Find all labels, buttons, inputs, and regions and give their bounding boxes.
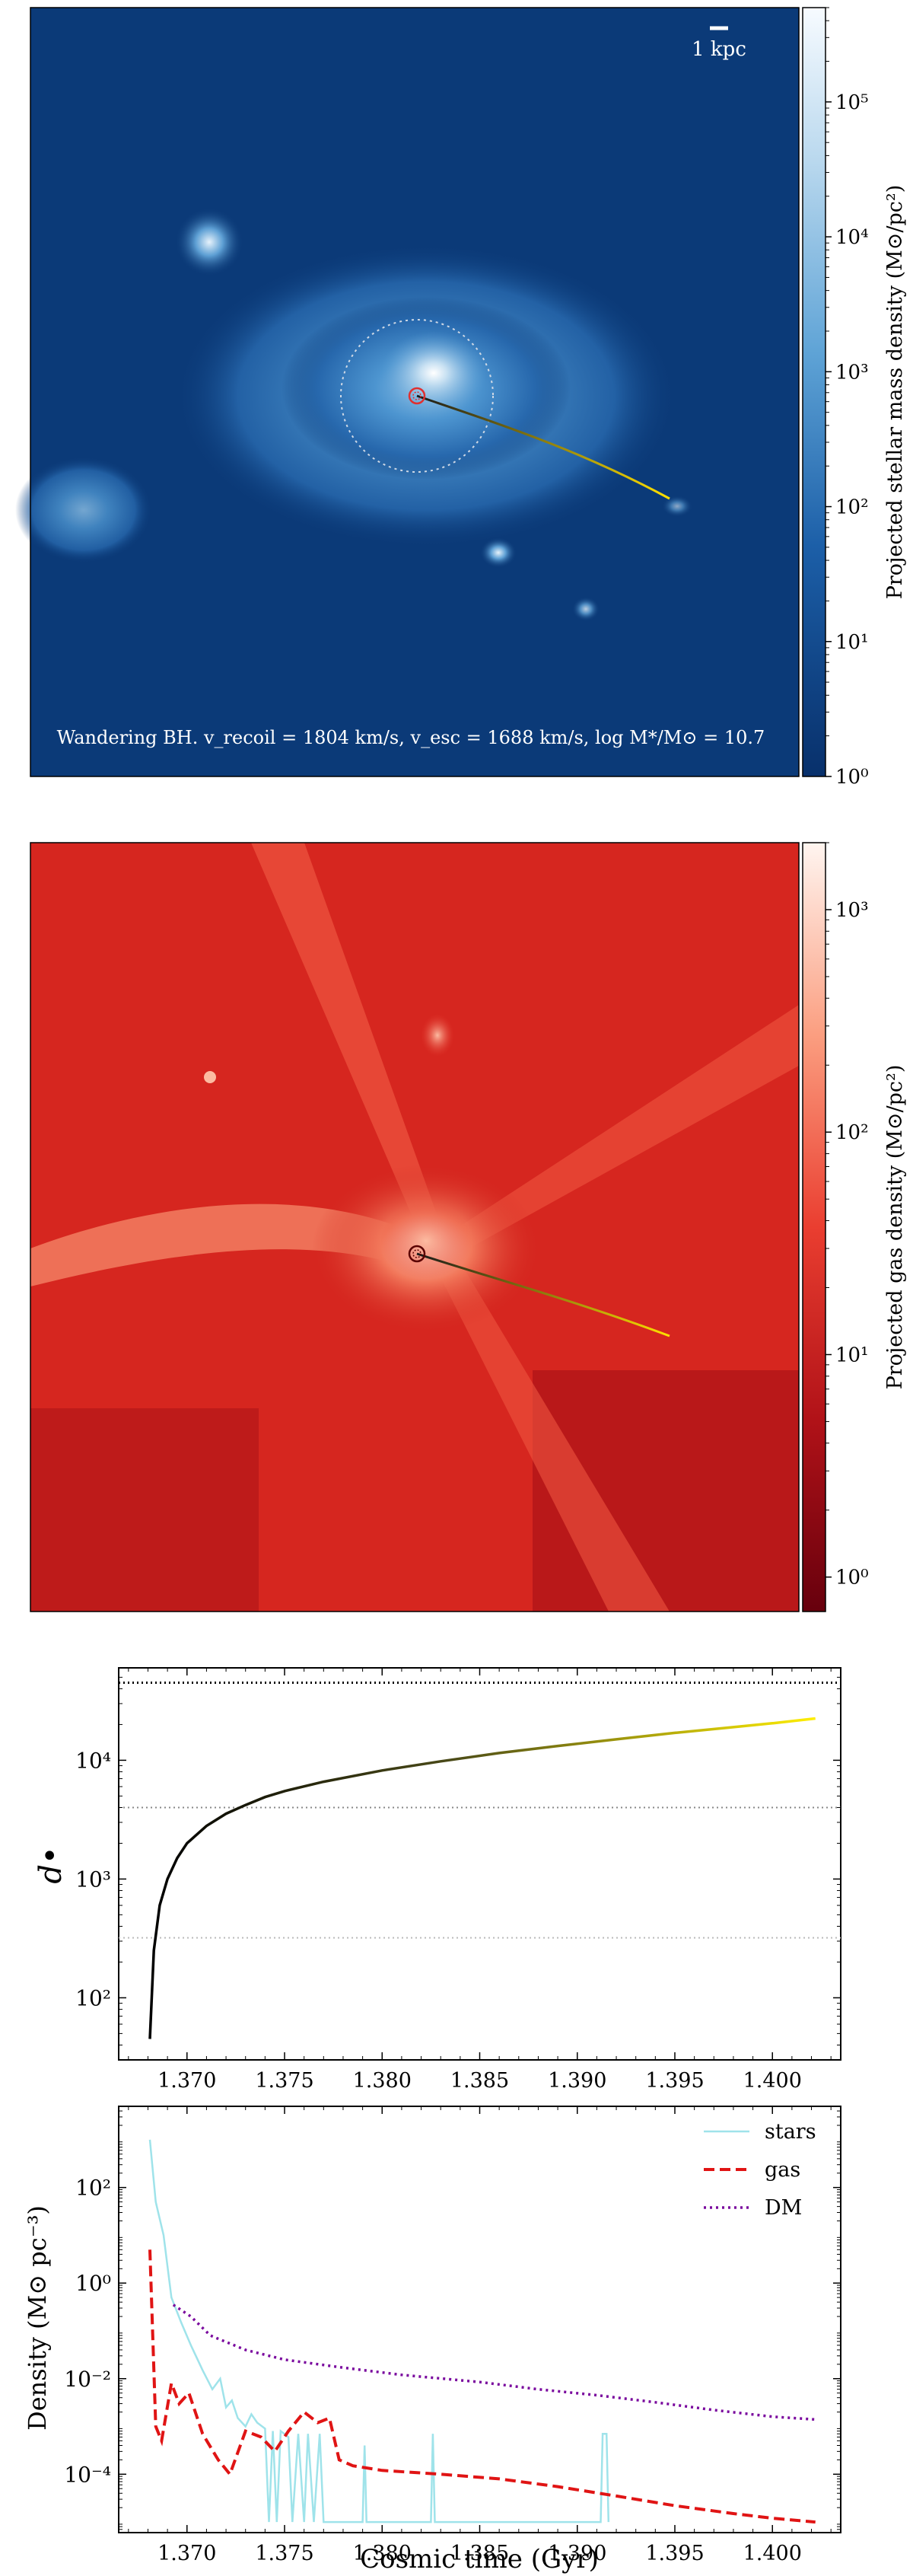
- gas-clump-upper-right: [421, 1014, 454, 1057]
- density-series-dm: [172, 2303, 816, 2421]
- density-x-axis-label: Cosmic time (Gyr): [360, 2544, 599, 2574]
- gas-map-dark-lower-left: [30, 1408, 259, 1612]
- stellar-colorbar-ticks: 10⁰ 10¹ 10² 10³ 10⁴ 10⁵: [826, 7, 869, 789]
- density-plot-frame: [118, 2106, 841, 2533]
- density-series-gas: [148, 2249, 816, 2524]
- stellar-colorbar-tick-label: 10¹: [835, 631, 869, 654]
- density-series-stars: [148, 2139, 610, 2523]
- distance-x-tick-label: 1.380: [353, 2069, 412, 2093]
- density-y-tick-label: 10⁻²: [64, 2367, 111, 2392]
- distance-y-tick-label: 10⁴: [75, 1748, 111, 1773]
- stellar-bh-marker: [408, 387, 426, 405]
- stellar-colorbar-tick-label: 10⁰: [835, 766, 869, 789]
- gas-colorbar-label: Projected gas density (M⊙/pc²): [883, 1065, 907, 1390]
- stellar-satellite-right: [662, 496, 692, 517]
- stellar-bh-trajectory: [416, 394, 670, 500]
- density-x-tick-label: 1.395: [645, 2542, 704, 2565]
- density-y-tick-label: 10⁻⁴: [64, 2462, 111, 2487]
- stellar-map-frame: [30, 7, 800, 777]
- gas-map-background: [30, 843, 799, 1612]
- gas-colorbar-tick-label: 10⁰: [835, 1567, 869, 1589]
- distance-plot-frame: [118, 1667, 841, 2061]
- gas-stream-left: [30, 1204, 396, 1286]
- gas-colorbar-tick-label: 10¹: [835, 1344, 869, 1366]
- stellar-satellite-left: [15, 457, 152, 563]
- stellar-satellite-upper-left: [175, 208, 243, 276]
- distance-x-tick-label: 1.370: [157, 2069, 216, 2093]
- density-x-tick-label: 1.400: [743, 2542, 802, 2565]
- gas-colorbar-tick-label: 10²: [835, 1121, 869, 1144]
- legend-label-dm: DM: [765, 2196, 802, 2220]
- gas-central-core: [380, 1203, 472, 1279]
- scale-bar-label: 1 kpc: [692, 38, 746, 61]
- stellar-diffuse-halo: [175, 244, 677, 548]
- density-x-tick-label: 1.370: [157, 2542, 216, 2565]
- density-y-tick-label: 10⁰: [75, 2271, 111, 2296]
- gas-colorbar: [802, 842, 826, 1612]
- gas-central-disk: [312, 1165, 540, 1332]
- stellar-colorbar-tick-label: 10⁴: [835, 226, 869, 249]
- distance-y-tick-label: 10³: [75, 1867, 111, 1892]
- distance-x-tick-label: 1.375: [255, 2069, 313, 2093]
- stellar-colorbar-tick-label: 10³: [835, 361, 869, 384]
- stellar-galaxy-core: [380, 331, 487, 415]
- gas-colorbar-tick-label: 10³: [835, 899, 869, 922]
- density-y-tick-label: 10²: [75, 2176, 111, 2201]
- gas-colorbar-ticks: 10⁰ 10¹ 10² 10³: [826, 842, 869, 1589]
- distance-x-tick-label: 1.385: [450, 2069, 509, 2093]
- stellar-map-background: [30, 8, 799, 776]
- density-x-ticks: 1.370 1.375 1.380 1.385 1.390 1.395 1.400: [128, 2106, 832, 2565]
- stellar-bh-marker-inner: [412, 391, 422, 400]
- stellar-colorbar-tick-label: 10²: [835, 496, 869, 519]
- gas-filament-right: [426, 1005, 799, 1264]
- stellar-satellite-bottom: [572, 597, 600, 621]
- stellar-galaxy-disk: [282, 297, 571, 480]
- gas-map-dark-lower-right: [533, 1370, 799, 1612]
- distance-y-axis-label: d•: [33, 1846, 68, 1883]
- gas-filament-upper: [251, 843, 449, 1248]
- legend-label-stars: stars: [765, 2120, 816, 2144]
- distance-series-line: [148, 1717, 816, 2039]
- distance-y-tick-label: 10²: [75, 1985, 111, 2010]
- gas-map-frame: [30, 842, 800, 1612]
- stellar-satellite-lower: [480, 537, 517, 568]
- stellar-colorbar-tick-label: 10⁵: [835, 91, 869, 114]
- legend-label-gas: gas: [765, 2158, 800, 2182]
- distance-x-tick-label: 1.400: [743, 2069, 802, 2093]
- stellar-colorbar: [802, 7, 826, 777]
- gas-filament-lower: [426, 1248, 670, 1612]
- density-x-tick-label: 1.390: [548, 2542, 606, 2565]
- stellar-colorbar-label: Projected stellar mass density (M⊙/pc²): [883, 185, 907, 600]
- distance-x-tick-label: 1.390: [548, 2069, 606, 2093]
- distance-x-ticks: 1.370 1.375 1.380 1.385 1.390 1.395 1.400: [128, 1668, 832, 2093]
- density-y-ticks: 10⁻⁴ 10⁻² 10⁰ 10²: [64, 2106, 841, 2533]
- gas-clump-left: [204, 1071, 216, 1083]
- density-series: [148, 2139, 816, 2524]
- density-x-tick-label: 1.380: [353, 2542, 412, 2565]
- gas-bh-trajectory: [416, 1252, 670, 1337]
- gas-bh-marker-inner: [412, 1249, 422, 1258]
- density-y-axis-label: Density (M⊙ pc⁻³): [23, 2205, 52, 2431]
- density-legend: stars gas DM: [704, 2120, 816, 2220]
- density-x-tick-label: 1.375: [255, 2542, 313, 2565]
- distance-x-tick-label: 1.395: [645, 2069, 704, 2093]
- distance-series: [148, 1717, 816, 2039]
- distance-reference-lines: [119, 1681, 841, 1939]
- gas-bh-marker: [408, 1245, 426, 1263]
- distance-y-ticks: 10² 10³ 10⁴: [75, 1667, 841, 2061]
- density-x-tick-label: 1.385: [450, 2542, 509, 2565]
- stellar-map-annotation: Wandering BH. v_recoil = 1804 km/s, v_es…: [57, 727, 765, 748]
- stellar-aperture-circle: [340, 319, 494, 473]
